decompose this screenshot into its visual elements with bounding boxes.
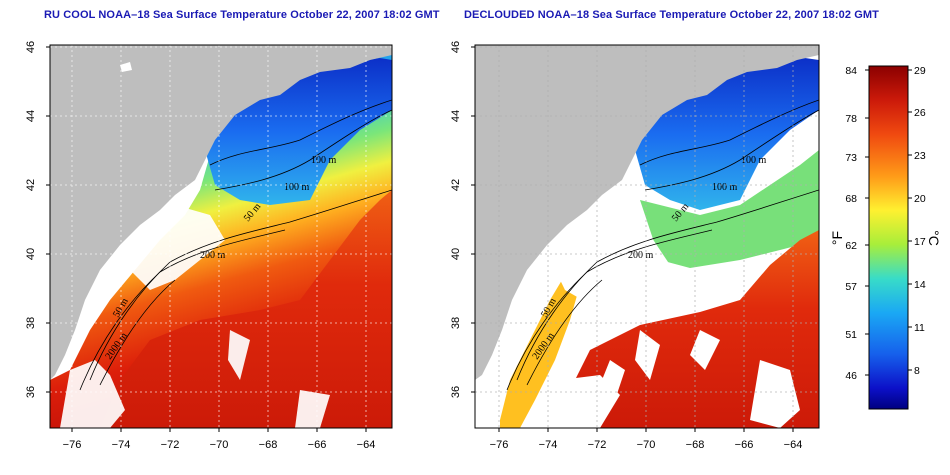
x-tick-label: −74	[112, 439, 131, 451]
right-land	[475, 45, 819, 380]
x-tick-label: −66	[735, 439, 754, 451]
celsius-unit-label: °C	[926, 230, 942, 246]
celsius-tick-label: 26	[914, 107, 926, 119]
fahrenheit-tick-label: 46	[845, 370, 857, 382]
right-map-frame	[474, 44, 820, 429]
x-tick-label: −70	[210, 439, 229, 451]
celsius-tick-label: 11	[914, 322, 925, 334]
x-tick-label: −74	[539, 439, 558, 451]
y-tick-label: 46	[25, 41, 37, 53]
left-contour-label: 200 m	[200, 250, 226, 261]
fahrenheit-tick-label: 73	[845, 152, 857, 164]
fahrenheit-tick-label: 51	[845, 329, 857, 341]
y-tick-label: 36	[25, 386, 37, 398]
y-tick-label: 46	[450, 41, 462, 53]
right-x-axis: −76 −74 −72 −70 −68 −66 −64	[490, 428, 803, 451]
y-tick-label: 40	[450, 248, 462, 260]
x-tick-label: −68	[259, 439, 278, 451]
left-x-axis: −76 −74 −72 −70 −68 −66 −64	[63, 428, 376, 451]
left-graticule	[50, 45, 392, 428]
right-cloud-patches	[548, 210, 800, 428]
x-tick-label: −72	[588, 439, 607, 451]
colorbar-gradient	[868, 65, 909, 410]
y-tick-label: 36	[450, 386, 462, 398]
right-panel-title: DECLOUDED NOAA–18 Sea Surface Temperatur…	[464, 9, 879, 21]
right-gulf-stream	[560, 230, 819, 428]
fahrenheit-tick-label: 78	[845, 113, 857, 125]
y-tick-label: 42	[25, 179, 37, 191]
celsius-tick-label: 23	[914, 150, 926, 162]
x-tick-label: −76	[63, 439, 82, 451]
y-tick-label: 38	[25, 317, 37, 329]
right-coastal-warm	[500, 275, 580, 428]
y-tick-label: 38	[450, 317, 462, 329]
left-map-panel: 100 m 100 m 50 m 200 m 50 m 2000 m	[49, 44, 393, 429]
colorbar: 84 78 73 68 62 57 51 46 29 26 23 20 17 1…	[829, 65, 942, 410]
right-contour-label: 100 m	[712, 182, 738, 193]
fahrenheit-tick-label: 68	[845, 193, 857, 205]
left-contour-label: 100 m	[311, 155, 337, 166]
x-tick-label: −70	[637, 439, 656, 451]
right-graticule	[475, 45, 819, 428]
fahrenheit-tick-label: 57	[845, 281, 857, 293]
right-contour-label: 200 m	[628, 250, 654, 261]
right-contour-label: 100 m	[741, 155, 767, 166]
celsius-tick-label: 29	[914, 65, 926, 77]
fahrenheit-tick-label: 84	[845, 65, 857, 77]
celsius-tick-label: 8	[914, 365, 920, 377]
x-tick-label: −68	[686, 439, 705, 451]
right-y-axis: 46 44 42 40 38 36	[450, 41, 475, 398]
left-y-axis: 46 44 42 40 38 36	[25, 41, 50, 398]
left-contour-label: 100 m	[284, 182, 310, 193]
left-cloud-patches	[60, 205, 330, 428]
y-tick-label: 44	[25, 110, 37, 122]
y-tick-label: 40	[25, 248, 37, 260]
x-tick-label: −64	[784, 439, 803, 451]
x-tick-label: −64	[357, 439, 376, 451]
x-tick-label: −72	[161, 439, 180, 451]
fahrenheit-tick-label: 62	[845, 240, 857, 252]
celsius-tick-label: 20	[914, 193, 926, 205]
fahrenheit-unit-label: °F	[829, 231, 845, 245]
x-tick-label: −66	[308, 439, 327, 451]
y-tick-label: 44	[450, 110, 462, 122]
celsius-tick-label: 14	[914, 279, 926, 291]
left-map-frame	[49, 44, 393, 429]
left-gulf-stream	[100, 190, 392, 428]
x-tick-label: −76	[490, 439, 509, 451]
left-panel-title: RU COOL NOAA–18 Sea Surface Temperature …	[44, 9, 440, 21]
left-land-spot	[120, 62, 132, 72]
right-shelf-water	[640, 150, 819, 268]
celsius-tick-label: 17	[914, 236, 926, 248]
left-land	[50, 45, 392, 380]
y-tick-label: 42	[450, 179, 462, 191]
right-map-panel: 100 m 100 m 50 m 200 m 50 m 2000 m	[474, 44, 820, 429]
